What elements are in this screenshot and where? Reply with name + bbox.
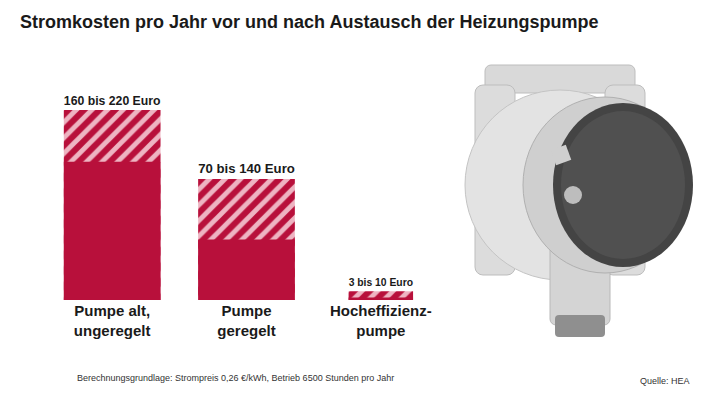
svg-text:3 bis 10 Euro: 3 bis 10 Euro [349,277,413,288]
svg-text:Hocheffizienz-pumpe: Hocheffizienz-pumpe [330,302,432,339]
svg-text:Stromkosten pro Jahr vor und n: Stromkosten pro Jahr vor und nach Austau… [20,12,598,32]
svg-text:Berechnungsgrundlage: Strompre: Berechnungsgrundlage: Strompreis 0,26 €/… [77,373,394,383]
svg-text:Pumpe alt,ungeregelt: Pumpe alt,ungeregelt [74,302,151,339]
svg-text:70 bis 140 Euro: 70 bis 140 Euro [198,161,295,176]
svg-text:160 bis 220 Euro: 160 bis 220 Euro [64,94,161,108]
svg-text:Quelle: HEA: Quelle: HEA [640,376,690,386]
svg-text:Pumpegeregelt: Pumpegeregelt [217,302,275,339]
